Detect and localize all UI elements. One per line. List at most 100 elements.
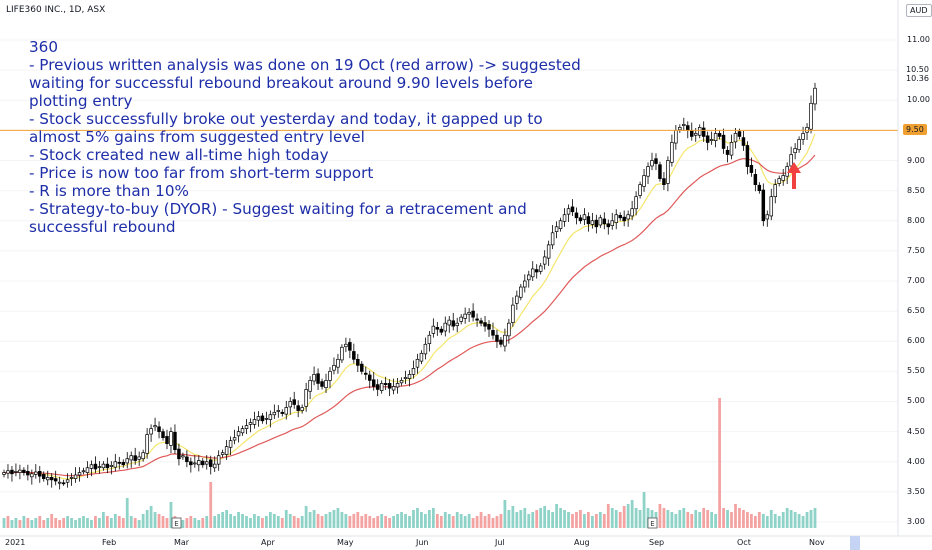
volume-bar bbox=[62, 518, 66, 528]
volume-bar bbox=[694, 510, 698, 528]
candle-body bbox=[582, 214, 587, 220]
candle-body bbox=[511, 304, 515, 323]
candle-body bbox=[264, 418, 269, 420]
y-tick-label: 4.00 bbox=[907, 456, 925, 466]
candle-body bbox=[471, 310, 475, 318]
volume-bar bbox=[797, 514, 801, 528]
x-tick-label: May bbox=[337, 538, 354, 547]
candle-body bbox=[487, 324, 491, 330]
candle-body bbox=[809, 102, 813, 130]
volume-bar bbox=[157, 514, 161, 528]
candle-body bbox=[705, 135, 710, 143]
volume-bar bbox=[587, 512, 590, 528]
candle-body bbox=[89, 464, 94, 469]
annotation-line: - Stock successfully broke out yesterday… bbox=[29, 110, 543, 128]
candle-body bbox=[371, 379, 376, 387]
candle-body bbox=[741, 137, 746, 146]
volume-bar bbox=[26, 518, 30, 528]
candle-body bbox=[697, 127, 702, 136]
volume-bar bbox=[109, 518, 113, 528]
candle-body bbox=[403, 377, 408, 379]
candle-body bbox=[109, 464, 114, 467]
volume-bar bbox=[734, 504, 737, 528]
volume-bar bbox=[328, 512, 332, 528]
price-tag: 10.50 bbox=[903, 64, 932, 76]
candle-body bbox=[105, 463, 110, 469]
x-tick-label: Aug bbox=[574, 538, 590, 547]
candle-body bbox=[125, 458, 129, 464]
y-tick-label: 6.50 bbox=[907, 306, 925, 316]
volume-bar bbox=[117, 516, 121, 528]
candle-body bbox=[216, 455, 221, 465]
y-tick-label: 6.00 bbox=[907, 336, 925, 346]
candle-body bbox=[439, 328, 444, 333]
candle-body bbox=[10, 469, 14, 475]
volume-bar bbox=[777, 516, 781, 528]
candle-body bbox=[153, 425, 157, 428]
volume-bar bbox=[746, 512, 749, 528]
x-tick-label: Mar bbox=[174, 538, 190, 547]
volume-bar bbox=[348, 516, 352, 528]
candle-body bbox=[753, 174, 758, 185]
volume-bar bbox=[22, 516, 26, 528]
candle-body bbox=[626, 214, 630, 220]
volume-bar bbox=[213, 516, 217, 528]
candle-body bbox=[447, 319, 451, 326]
volume-bar bbox=[74, 520, 77, 528]
candle-body bbox=[678, 127, 682, 131]
time-scale-handle[interactable] bbox=[850, 536, 860, 550]
candle-body bbox=[375, 384, 380, 390]
candle-body bbox=[244, 425, 249, 429]
volume-bar bbox=[141, 514, 145, 528]
x-tick-label: Oct bbox=[737, 538, 751, 547]
volume-bar bbox=[416, 508, 419, 528]
y-tick-label: 10.00 bbox=[907, 95, 930, 105]
volume-bar bbox=[292, 516, 296, 528]
annotation-line: - Price is now too far from short-term s… bbox=[29, 164, 374, 182]
candle-body bbox=[276, 410, 281, 412]
annotation-line: - R is more than 10% bbox=[29, 182, 189, 200]
candle-body bbox=[801, 133, 805, 140]
candle-body bbox=[519, 286, 523, 298]
volume-bar bbox=[686, 512, 690, 528]
volume-bar bbox=[344, 514, 348, 528]
volume-bar bbox=[718, 398, 721, 528]
volume-bar bbox=[312, 510, 316, 528]
volume-bar bbox=[714, 514, 718, 528]
volume-bar bbox=[638, 510, 642, 528]
volume-bar bbox=[161, 516, 165, 528]
volume-bar bbox=[66, 516, 69, 528]
candle-body bbox=[733, 133, 738, 143]
volume-bar bbox=[356, 512, 360, 528]
volume-bar bbox=[547, 510, 551, 528]
volume-bar bbox=[332, 510, 336, 528]
candle-body bbox=[356, 358, 360, 366]
currency-badge[interactable]: AUD bbox=[906, 4, 932, 17]
volume-bar bbox=[296, 518, 300, 528]
candle-body bbox=[562, 214, 567, 222]
volume-bar bbox=[666, 510, 670, 528]
candle-body bbox=[141, 452, 145, 460]
volume-bar bbox=[396, 514, 399, 528]
candle-body bbox=[415, 358, 420, 368]
candle-body bbox=[288, 401, 292, 408]
volume-bar bbox=[594, 514, 598, 528]
candle-body bbox=[745, 145, 750, 167]
x-tick-label: Feb bbox=[102, 538, 117, 547]
candle-body bbox=[22, 469, 26, 473]
volume-bar bbox=[499, 514, 503, 528]
candle-body bbox=[197, 460, 201, 466]
volume-bar bbox=[90, 520, 93, 528]
volume-bar bbox=[352, 514, 356, 528]
candle-body bbox=[284, 407, 289, 415]
volume-bar bbox=[602, 514, 606, 528]
candle-body bbox=[260, 415, 265, 422]
volume-bar bbox=[70, 518, 73, 528]
candle-body bbox=[272, 411, 277, 416]
candle-body bbox=[85, 467, 90, 473]
candle-body bbox=[769, 196, 774, 217]
x-tick-label: Nov bbox=[809, 538, 825, 547]
volume-bar bbox=[781, 512, 785, 528]
volume-bar bbox=[750, 514, 753, 528]
